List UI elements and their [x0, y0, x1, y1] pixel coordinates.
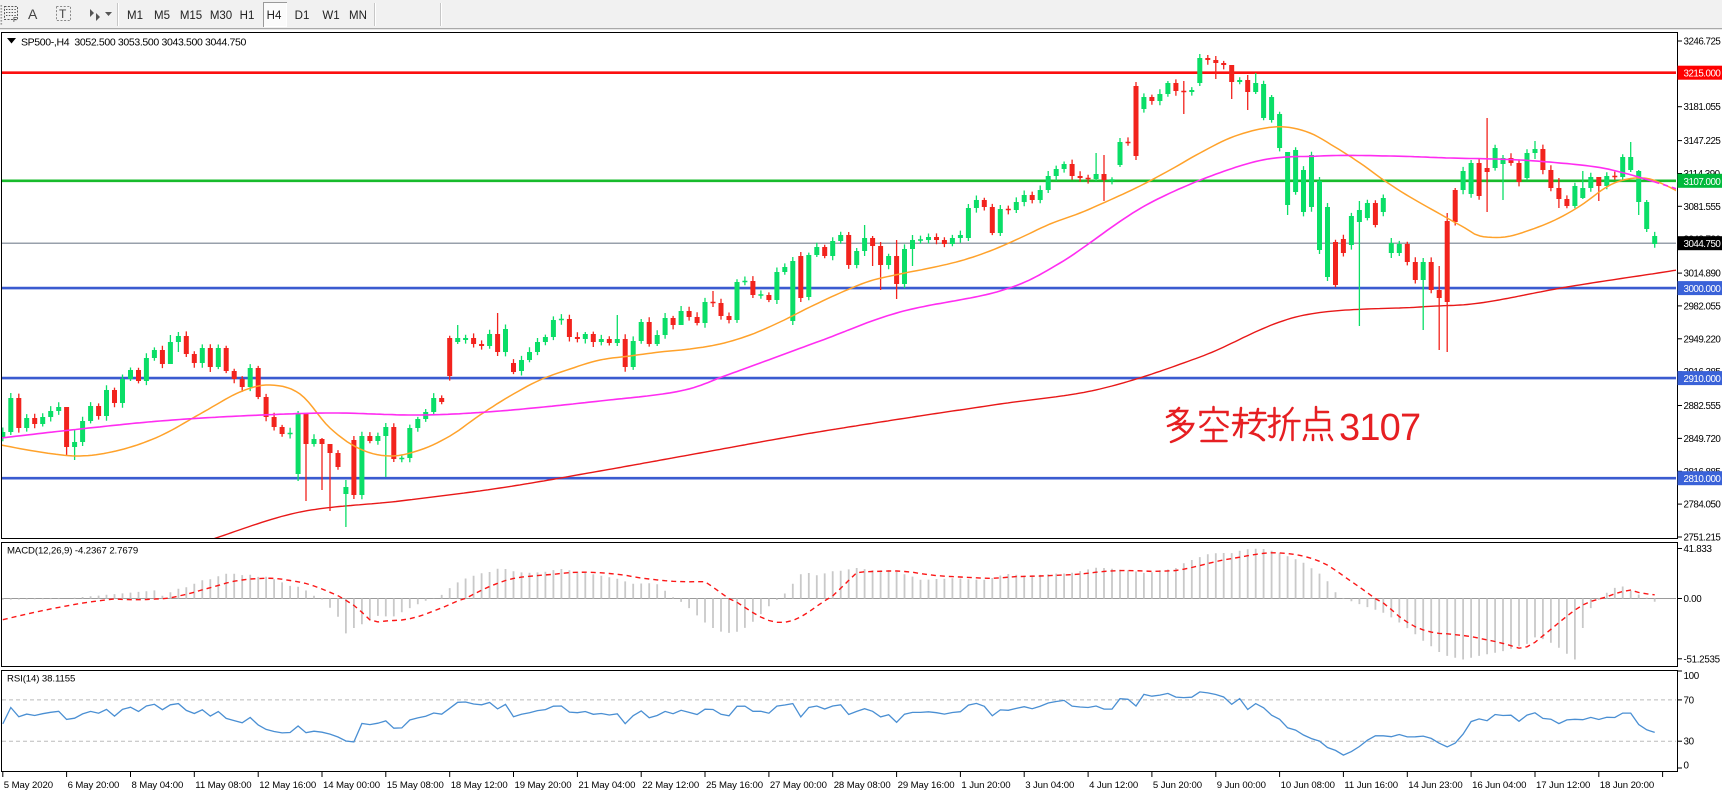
- svg-text:70: 70: [1684, 695, 1695, 706]
- svg-text:2784.050: 2784.050: [1684, 500, 1722, 511]
- svg-text:21 May 04:00: 21 May 04:00: [578, 780, 635, 791]
- svg-text:MACD(12,26,9) -4.2367 2.7679: MACD(12,26,9) -4.2367 2.7679: [7, 546, 138, 557]
- svg-text:12 May 16:00: 12 May 16:00: [259, 780, 316, 791]
- svg-text:W1: W1: [322, 10, 339, 22]
- svg-text:3044.750: 3044.750: [1684, 239, 1722, 250]
- svg-text:4 Jun 12:00: 4 Jun 12:00: [1089, 780, 1138, 791]
- svg-text:3 Jun 04:00: 3 Jun 04:00: [1025, 780, 1074, 791]
- svg-text:3246.725: 3246.725: [1684, 37, 1722, 48]
- svg-text:D1: D1: [295, 10, 310, 22]
- svg-text:18 May 12:00: 18 May 12:00: [451, 780, 508, 791]
- svg-text:2910.000: 2910.000: [1684, 374, 1722, 385]
- svg-text:11 Jun 16:00: 11 Jun 16:00: [1344, 780, 1398, 791]
- svg-text:2751.215: 2751.215: [1684, 533, 1722, 544]
- svg-text:H4: H4: [267, 10, 282, 22]
- svg-text:MN: MN: [349, 10, 367, 22]
- svg-text:8 May 04:00: 8 May 04:00: [132, 780, 184, 791]
- svg-text:5 May 2020: 5 May 2020: [4, 780, 53, 791]
- svg-text:18 Jun 20:00: 18 Jun 20:00: [1600, 780, 1654, 791]
- svg-text:M30: M30: [210, 10, 232, 22]
- svg-text:16 Jun 04:00: 16 Jun 04:00: [1472, 780, 1526, 791]
- svg-text:10 Jun 08:00: 10 Jun 08:00: [1281, 780, 1335, 791]
- svg-text:41.833: 41.833: [1684, 544, 1713, 555]
- svg-text:M15: M15: [180, 10, 202, 22]
- svg-text:3147.225: 3147.225: [1684, 136, 1722, 147]
- svg-text:-51.2535: -51.2535: [1684, 654, 1721, 665]
- svg-text:5 Jun 20:00: 5 Jun 20:00: [1153, 780, 1202, 791]
- svg-text:3081.555: 3081.555: [1684, 202, 1722, 213]
- svg-text:3107: 3107: [1339, 407, 1420, 449]
- svg-text:3107.000: 3107.000: [1684, 177, 1722, 188]
- svg-text:14 Jun 23:00: 14 Jun 23:00: [1408, 780, 1462, 791]
- svg-text:2849.720: 2849.720: [1684, 434, 1722, 445]
- svg-text:M5: M5: [154, 10, 170, 22]
- svg-text:6 May 20:00: 6 May 20:00: [68, 780, 120, 791]
- svg-text:29 May 16:00: 29 May 16:00: [898, 780, 955, 791]
- svg-text:15 May 08:00: 15 May 08:00: [387, 780, 444, 791]
- svg-text:A: A: [28, 6, 38, 22]
- svg-text:2949.220: 2949.220: [1684, 334, 1722, 345]
- svg-text:9 Jun 00:00: 9 Jun 00:00: [1217, 780, 1266, 791]
- svg-text:RSI(14) 38.1155: RSI(14) 38.1155: [7, 674, 75, 685]
- svg-text:28 May 08:00: 28 May 08:00: [834, 780, 891, 791]
- svg-text:M1: M1: [127, 10, 143, 22]
- svg-text:3181.055: 3181.055: [1684, 102, 1722, 113]
- svg-text:SP500-,H4 3052.500 3053.500 3: SP500-,H4 3052.500 3053.500 3043.500 304…: [21, 37, 247, 49]
- svg-text:0.00: 0.00: [1684, 594, 1703, 605]
- svg-text:2982.055: 2982.055: [1684, 301, 1722, 312]
- svg-text:2810.000: 2810.000: [1684, 474, 1722, 485]
- svg-text:11 May 08:00: 11 May 08:00: [195, 780, 251, 791]
- svg-text:30: 30: [1684, 737, 1695, 748]
- svg-text:27 May 00:00: 27 May 00:00: [770, 780, 827, 791]
- svg-text:17 Jun 12:00: 17 Jun 12:00: [1536, 780, 1590, 791]
- svg-text:1 Jun 20:00: 1 Jun 20:00: [961, 780, 1010, 791]
- svg-text:22 May 12:00: 22 May 12:00: [642, 780, 699, 791]
- svg-text:3000.000: 3000.000: [1684, 284, 1722, 295]
- svg-text:2882.555: 2882.555: [1684, 401, 1722, 412]
- svg-text:100: 100: [1684, 671, 1700, 682]
- svg-text:19 May 20:00: 19 May 20:00: [515, 780, 572, 791]
- svg-text:3014.890: 3014.890: [1684, 269, 1722, 280]
- svg-text:0: 0: [1684, 760, 1690, 771]
- svg-text:F: F: [13, 17, 17, 24]
- svg-text:T: T: [59, 7, 67, 21]
- svg-text:3215.000: 3215.000: [1684, 69, 1722, 80]
- svg-text:14 May 00:00: 14 May 00:00: [323, 780, 380, 791]
- svg-text:25 May 16:00: 25 May 16:00: [706, 780, 763, 791]
- svg-text:H1: H1: [240, 10, 255, 22]
